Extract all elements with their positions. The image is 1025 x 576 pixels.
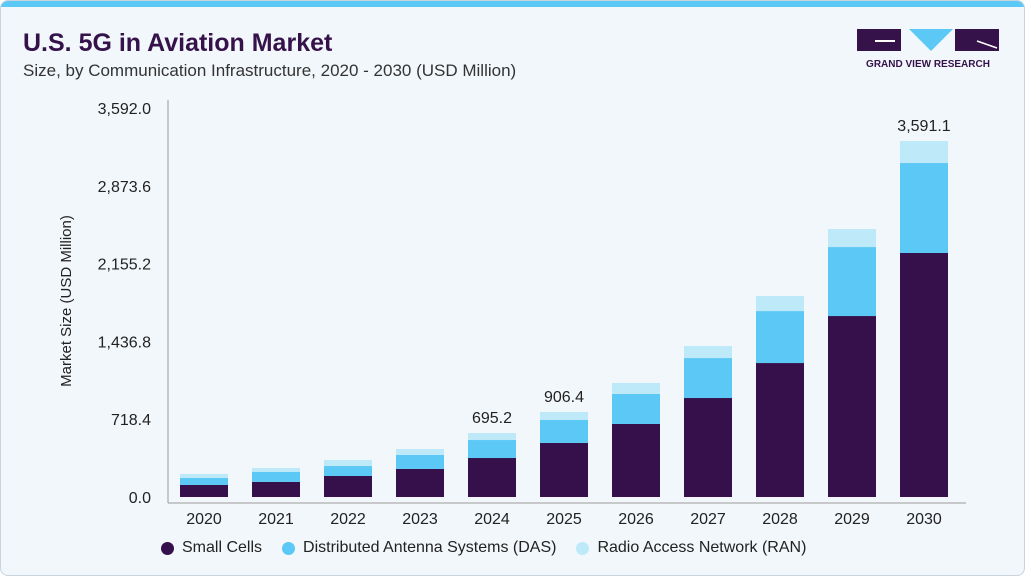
- legend-item-das: Distributed Antenna Systems (DAS): [282, 539, 556, 557]
- x-tick-label: 2021: [258, 511, 294, 528]
- bar-segment-2030: [900, 141, 948, 164]
- bar-segment-2024: [468, 432, 516, 441]
- x-tick-label: 2026: [618, 511, 654, 528]
- legend: Small Cells Distributed Antenna Systems …: [161, 539, 806, 557]
- bar-segment-2023: [396, 454, 444, 469]
- bar-segment-2022: [324, 460, 372, 467]
- y-tick-label: 0.0: [129, 490, 151, 507]
- legend-label: Distributed Antenna Systems (DAS): [303, 539, 557, 556]
- bar-segment-2028: [756, 311, 804, 364]
- x-tick-label: 2029: [834, 511, 870, 528]
- chart-title: U.S. 5G in Aviation Market: [23, 29, 333, 57]
- x-tick-label: 2027: [690, 511, 726, 528]
- data-label: 906.4: [544, 389, 584, 406]
- data-label: 695.2: [472, 410, 512, 427]
- bar-segment-2026: [612, 382, 660, 395]
- y-tick-label: 1,436.8: [98, 334, 151, 351]
- bar-segment-2027: [684, 346, 732, 359]
- legend-swatch: [282, 541, 296, 555]
- bar-segment-2026: [612, 424, 660, 497]
- legend-item-small-cells: Small Cells: [161, 539, 262, 557]
- bar-segment-2022: [324, 466, 372, 476]
- bar-segment-2029: [828, 229, 876, 248]
- legend-swatch: [576, 541, 590, 555]
- y-tick-label: 2,155.2: [98, 257, 151, 274]
- bar-segment-2023: [396, 449, 444, 455]
- x-tick-label: 2028: [762, 511, 798, 528]
- bar-segment-2025: [540, 411, 588, 421]
- bar-segment-2025: [540, 420, 588, 443]
- bar-segment-2028: [756, 363, 804, 497]
- logo-text: GRAND VIEW RESEARCH: [866, 59, 990, 70]
- legend-swatch: [161, 541, 174, 555]
- x-tick-label: 2023: [402, 511, 438, 528]
- bar-segment-2029: [828, 316, 876, 497]
- bar-segment-2021: [252, 471, 300, 482]
- y-tick-label: 718.4: [111, 412, 151, 429]
- bar-segment-2030: [900, 253, 948, 497]
- x-tick-label: 2025: [546, 511, 582, 528]
- bar-segment-2027: [684, 398, 732, 497]
- grand-view-research-logo: GRAND VIEW RESEARCH: [857, 29, 999, 71]
- y-tick-label: 2,873.6: [98, 179, 151, 196]
- bar-segment-2020: [180, 473, 228, 478]
- bar-segment-2028: [756, 296, 804, 312]
- top-accent-bar: [1, 1, 1024, 7]
- legend-item-ran: Radio Access Network (RAN): [576, 539, 806, 557]
- bar-segment-2020: [180, 477, 228, 485]
- bar-segment-2021: [252, 467, 300, 472]
- x-tick-label: 2020: [186, 511, 222, 528]
- data-label: 3,591.1: [897, 118, 950, 135]
- bar-segment-2025: [540, 442, 588, 497]
- bar-segment-2023: [396, 468, 444, 497]
- bar-segment-2030: [900, 163, 948, 254]
- legend-label: Small Cells: [182, 539, 263, 556]
- bar-segment-2027: [684, 358, 732, 399]
- bar-segment-2026: [612, 394, 660, 425]
- bar-segment-2020: [180, 484, 228, 497]
- legend-label: Radio Access Network (RAN): [597, 539, 807, 556]
- bar-segment-2021: [252, 481, 300, 497]
- bar-segment-2022: [324, 475, 372, 497]
- y-axis-label: Market Size (USD Million): [58, 215, 75, 387]
- y-tick-label: 3,592.0: [98, 101, 151, 118]
- x-tick-label: 2030: [906, 511, 942, 528]
- bar-segment-2029: [828, 247, 876, 317]
- chart-subtitle: Size, by Communication Infrastructure, 2…: [23, 61, 517, 80]
- x-tick-label: 2022: [330, 511, 366, 528]
- bar-segment-2024: [468, 458, 516, 497]
- bar-segment-2024: [468, 440, 516, 459]
- x-tick-label: 2024: [474, 511, 510, 528]
